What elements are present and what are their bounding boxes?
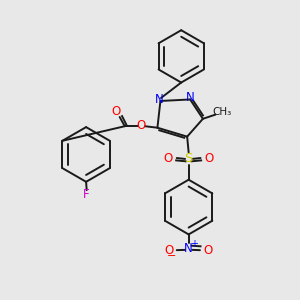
Text: F: F: [83, 188, 90, 201]
Text: O: O: [203, 244, 213, 257]
Text: O: O: [205, 152, 214, 164]
Text: O: O: [112, 106, 121, 118]
Text: O: O: [163, 152, 172, 164]
Text: O: O: [137, 119, 146, 132]
Text: S: S: [184, 152, 193, 165]
Text: N: N: [186, 91, 194, 103]
Text: O: O: [164, 244, 173, 257]
Text: N: N: [154, 93, 163, 106]
Text: +: +: [190, 239, 198, 249]
Text: CH₃: CH₃: [212, 107, 232, 117]
Text: N: N: [184, 242, 193, 255]
Text: −: −: [167, 251, 176, 261]
